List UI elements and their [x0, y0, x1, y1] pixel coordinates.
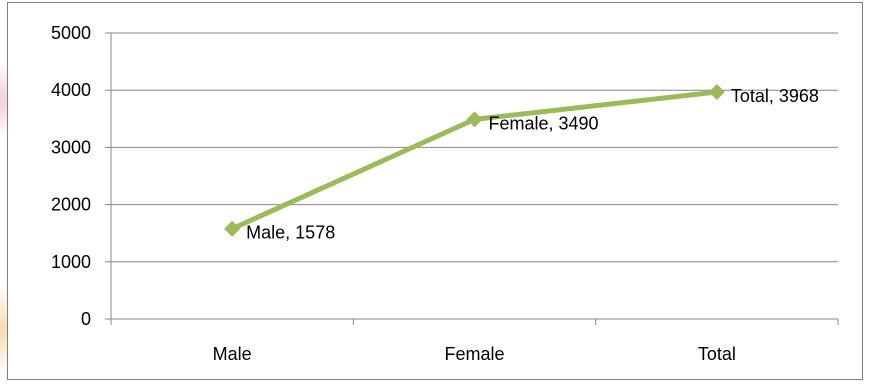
x-tick-label: Male	[213, 344, 252, 364]
data-labels: Male, 1578 Female, 3490 Total, 3968	[246, 86, 819, 243]
gridlines	[111, 32, 838, 263]
chart-frame	[7, 2, 863, 380]
y-tick-label: 1000	[51, 252, 91, 272]
y-tick-label: 5000	[51, 23, 91, 43]
y-axis-ticks: 0 1000 2000 3000 4000 5000	[51, 23, 111, 329]
series-group	[224, 84, 725, 237]
data-point-marker	[466, 111, 483, 128]
y-tick-label: 3000	[51, 137, 91, 157]
y-tick-label: 4000	[51, 80, 91, 100]
x-tick-label: Total	[698, 344, 736, 364]
data-label: Male, 1578	[246, 223, 335, 243]
x-tick-label: Female	[444, 344, 504, 364]
x-axis-ticks: Male Female Total	[110, 319, 839, 364]
y-tick-label: 0	[81, 309, 91, 329]
axes	[110, 33, 838, 320]
y-tick-label: 2000	[51, 195, 91, 215]
data-point-marker	[708, 84, 725, 101]
data-label: Female, 3490	[489, 113, 599, 133]
data-label: Total, 3968	[731, 86, 819, 106]
data-point-marker	[224, 220, 241, 237]
